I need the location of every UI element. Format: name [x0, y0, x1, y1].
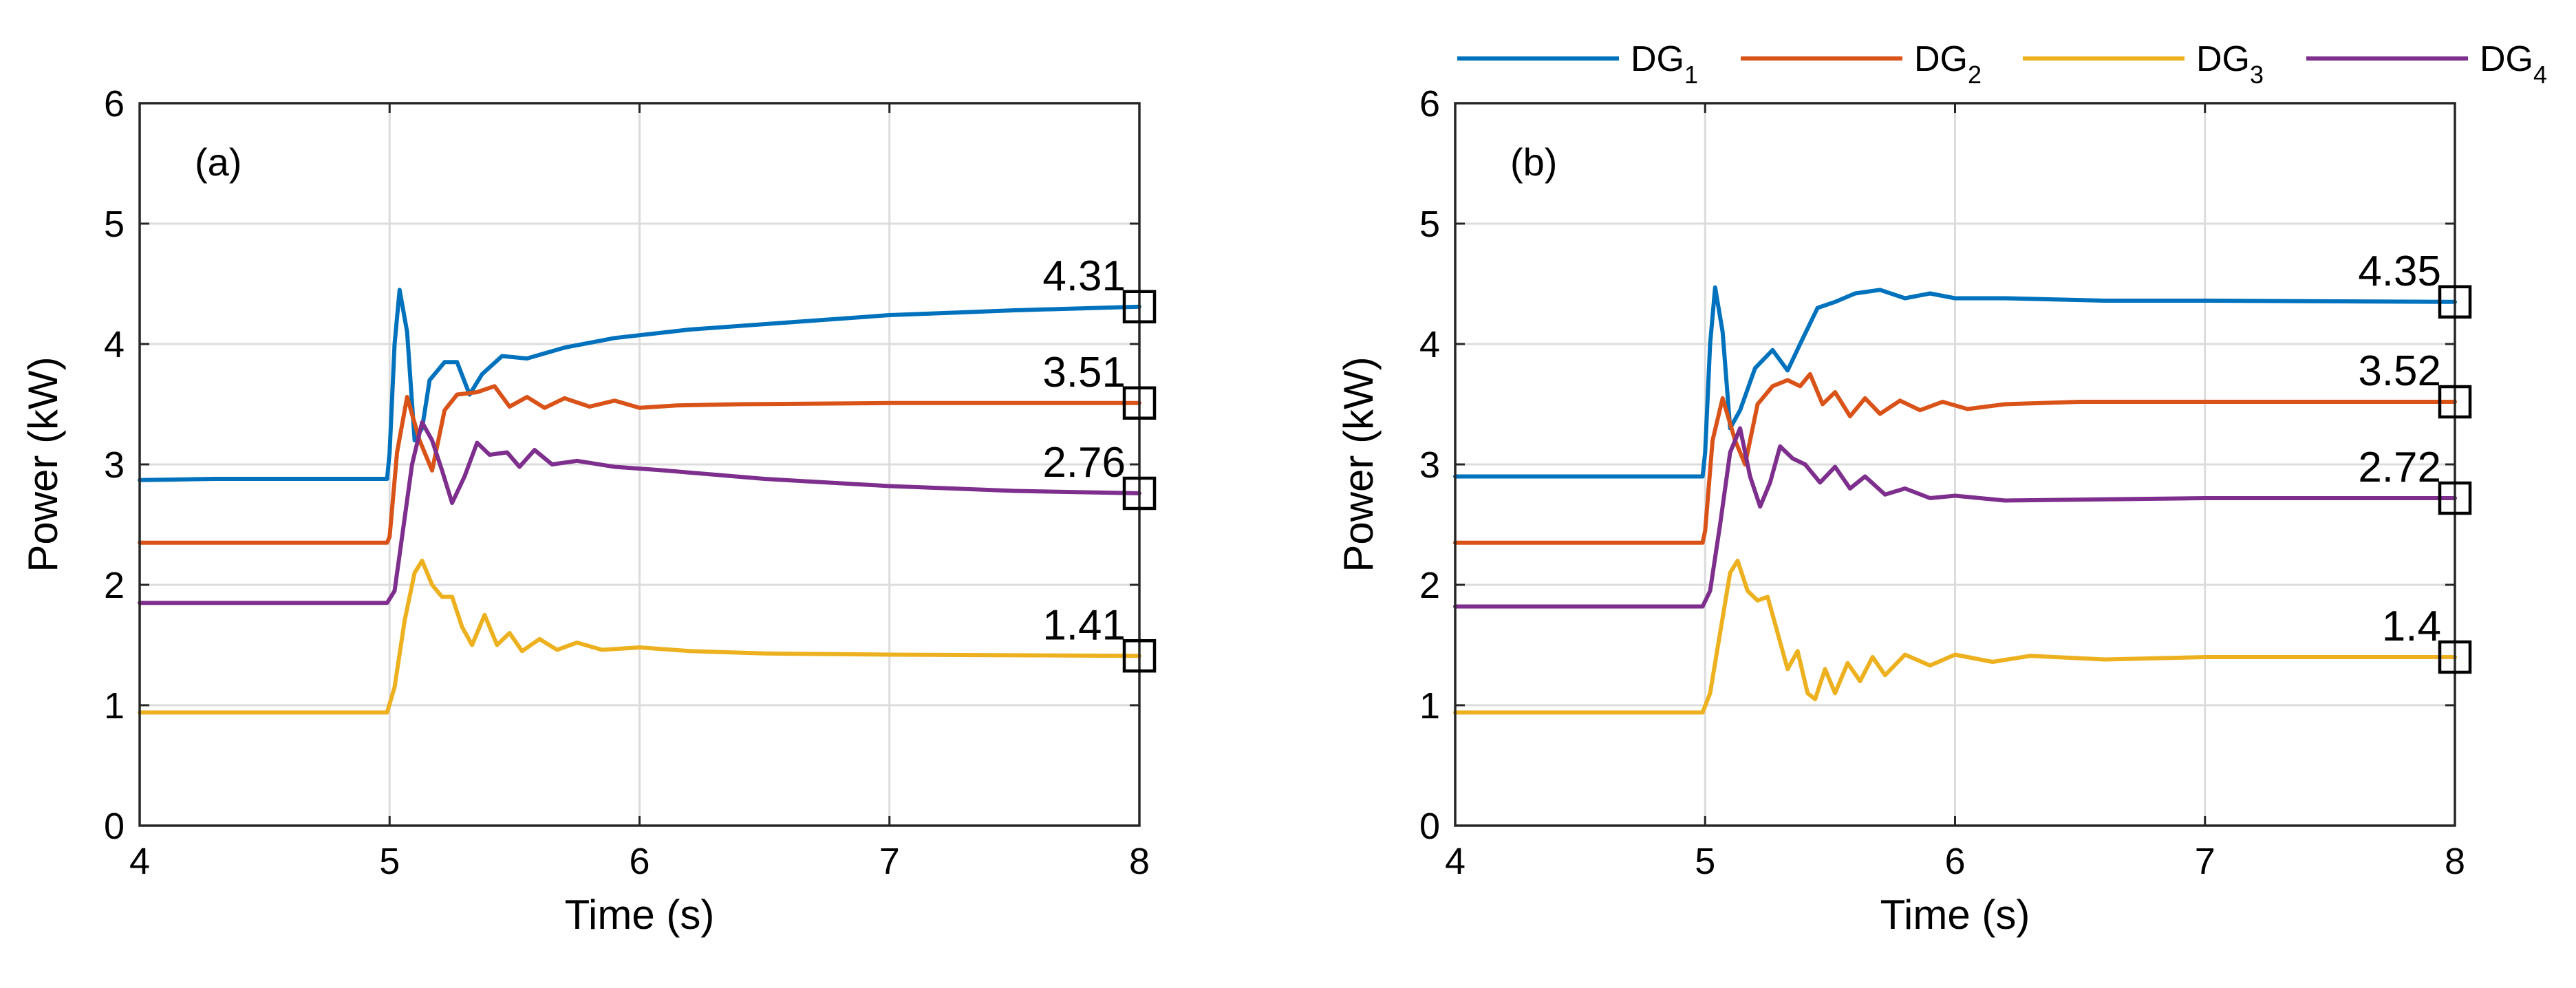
y-tick-label: 3 [1419, 444, 1440, 486]
legend-item-dg2: DG2 [1741, 39, 1982, 89]
x-tick-label: 7 [2195, 841, 2215, 882]
x-tick-label: 6 [1944, 841, 1965, 882]
datatip-label: 1.4 [2382, 603, 2441, 650]
series-line-dg2 [1453, 372, 2457, 545]
y-tick-label: 2 [1419, 565, 1440, 606]
y-tick-label: 6 [104, 83, 125, 125]
y-tick-label: 6 [1419, 83, 1440, 125]
y-axis-title: Power (kW) [20, 356, 66, 572]
legend-label: DG2 [1914, 39, 1982, 89]
y-tick-label: 5 [1419, 204, 1440, 245]
y-tick-label: 4 [1419, 324, 1440, 365]
chart-panel-b: 4 5 6 7 8 0 1 2 3 4 5 6 4.35 3.52 2.72 1.4 (b) Time (s) Po… [1335, 83, 2472, 938]
datatip-marker [1122, 639, 1157, 673]
datatip-marker [2438, 385, 2472, 419]
legend-label: DG1 [1631, 39, 1698, 89]
datatip-label: 3.52 [2358, 347, 2441, 395]
y-tick-label: 1 [104, 685, 125, 727]
y-tick-label: 1 [1419, 685, 1440, 727]
datatip-marker [2438, 285, 2472, 319]
datatip-marker [1122, 386, 1157, 420]
legend: DG1 DG2 DG3 DG4 [1457, 39, 2547, 89]
legend-item-dg4: DG4 [2306, 39, 2547, 89]
series-line-dg4 [138, 420, 1141, 605]
y-tick-label: 2 [104, 565, 125, 606]
datatip-label: 2.76 [1042, 439, 1126, 486]
axes-frame [1454, 102, 2456, 827]
x-tick-label: 5 [379, 841, 400, 882]
x-tick-label: 8 [1129, 841, 1150, 882]
y-tick-label: 0 [104, 806, 125, 847]
x-tick-label: 6 [629, 841, 650, 882]
x-tick-label: 4 [129, 841, 150, 882]
series-line-dg2 [138, 384, 1141, 545]
legend-item-dg3: DG3 [2023, 39, 2264, 89]
panel-label: (b) [1510, 140, 1557, 184]
datatip-label: 4.31 [1042, 253, 1126, 300]
x-tick-label: 5 [1695, 841, 1715, 882]
legend-label: DG4 [2480, 39, 2547, 89]
legend-item-dg1: DG1 [1457, 39, 1698, 89]
chart-panel-a: 4 5 6 7 8 0 1 2 3 4 5 6 4.31 3.51 2.76 1.41 (a) Time (s) P… [20, 83, 1157, 938]
legend-label: DG3 [2196, 39, 2264, 89]
y-axis-title: Power (kW) [1335, 356, 1382, 572]
datatip-marker [1122, 290, 1157, 323]
datatip-label: 3.51 [1042, 349, 1126, 396]
datatip-label: 1.41 [1042, 601, 1126, 649]
axes-frame [138, 102, 1141, 827]
panel-label: (a) [195, 140, 242, 184]
datatip-marker [1122, 476, 1157, 511]
x-axis-title: Time (s) [1880, 892, 2030, 938]
y-tick-label: 3 [104, 444, 125, 486]
series-line-dg1 [138, 288, 1141, 482]
series-line-dg3 [138, 559, 1141, 715]
datatip-label: 4.35 [2358, 248, 2441, 295]
datatip-label: 2.72 [2358, 444, 2441, 491]
series-line-dg1 [1453, 285, 2457, 479]
x-tick-label: 7 [879, 841, 900, 882]
y-tick-label: 4 [104, 324, 125, 365]
x-tick-label: 8 [2445, 841, 2465, 882]
x-axis-title: Time (s) [565, 892, 715, 938]
datatip-marker [2438, 481, 2472, 515]
series-line-dg4 [1453, 426, 2457, 609]
series-line-dg3 [1453, 559, 2457, 715]
x-tick-label: 4 [1445, 841, 1466, 882]
datatip-marker [2438, 640, 2472, 674]
y-tick-label: 0 [1419, 806, 1440, 847]
y-tick-label: 5 [104, 204, 125, 245]
